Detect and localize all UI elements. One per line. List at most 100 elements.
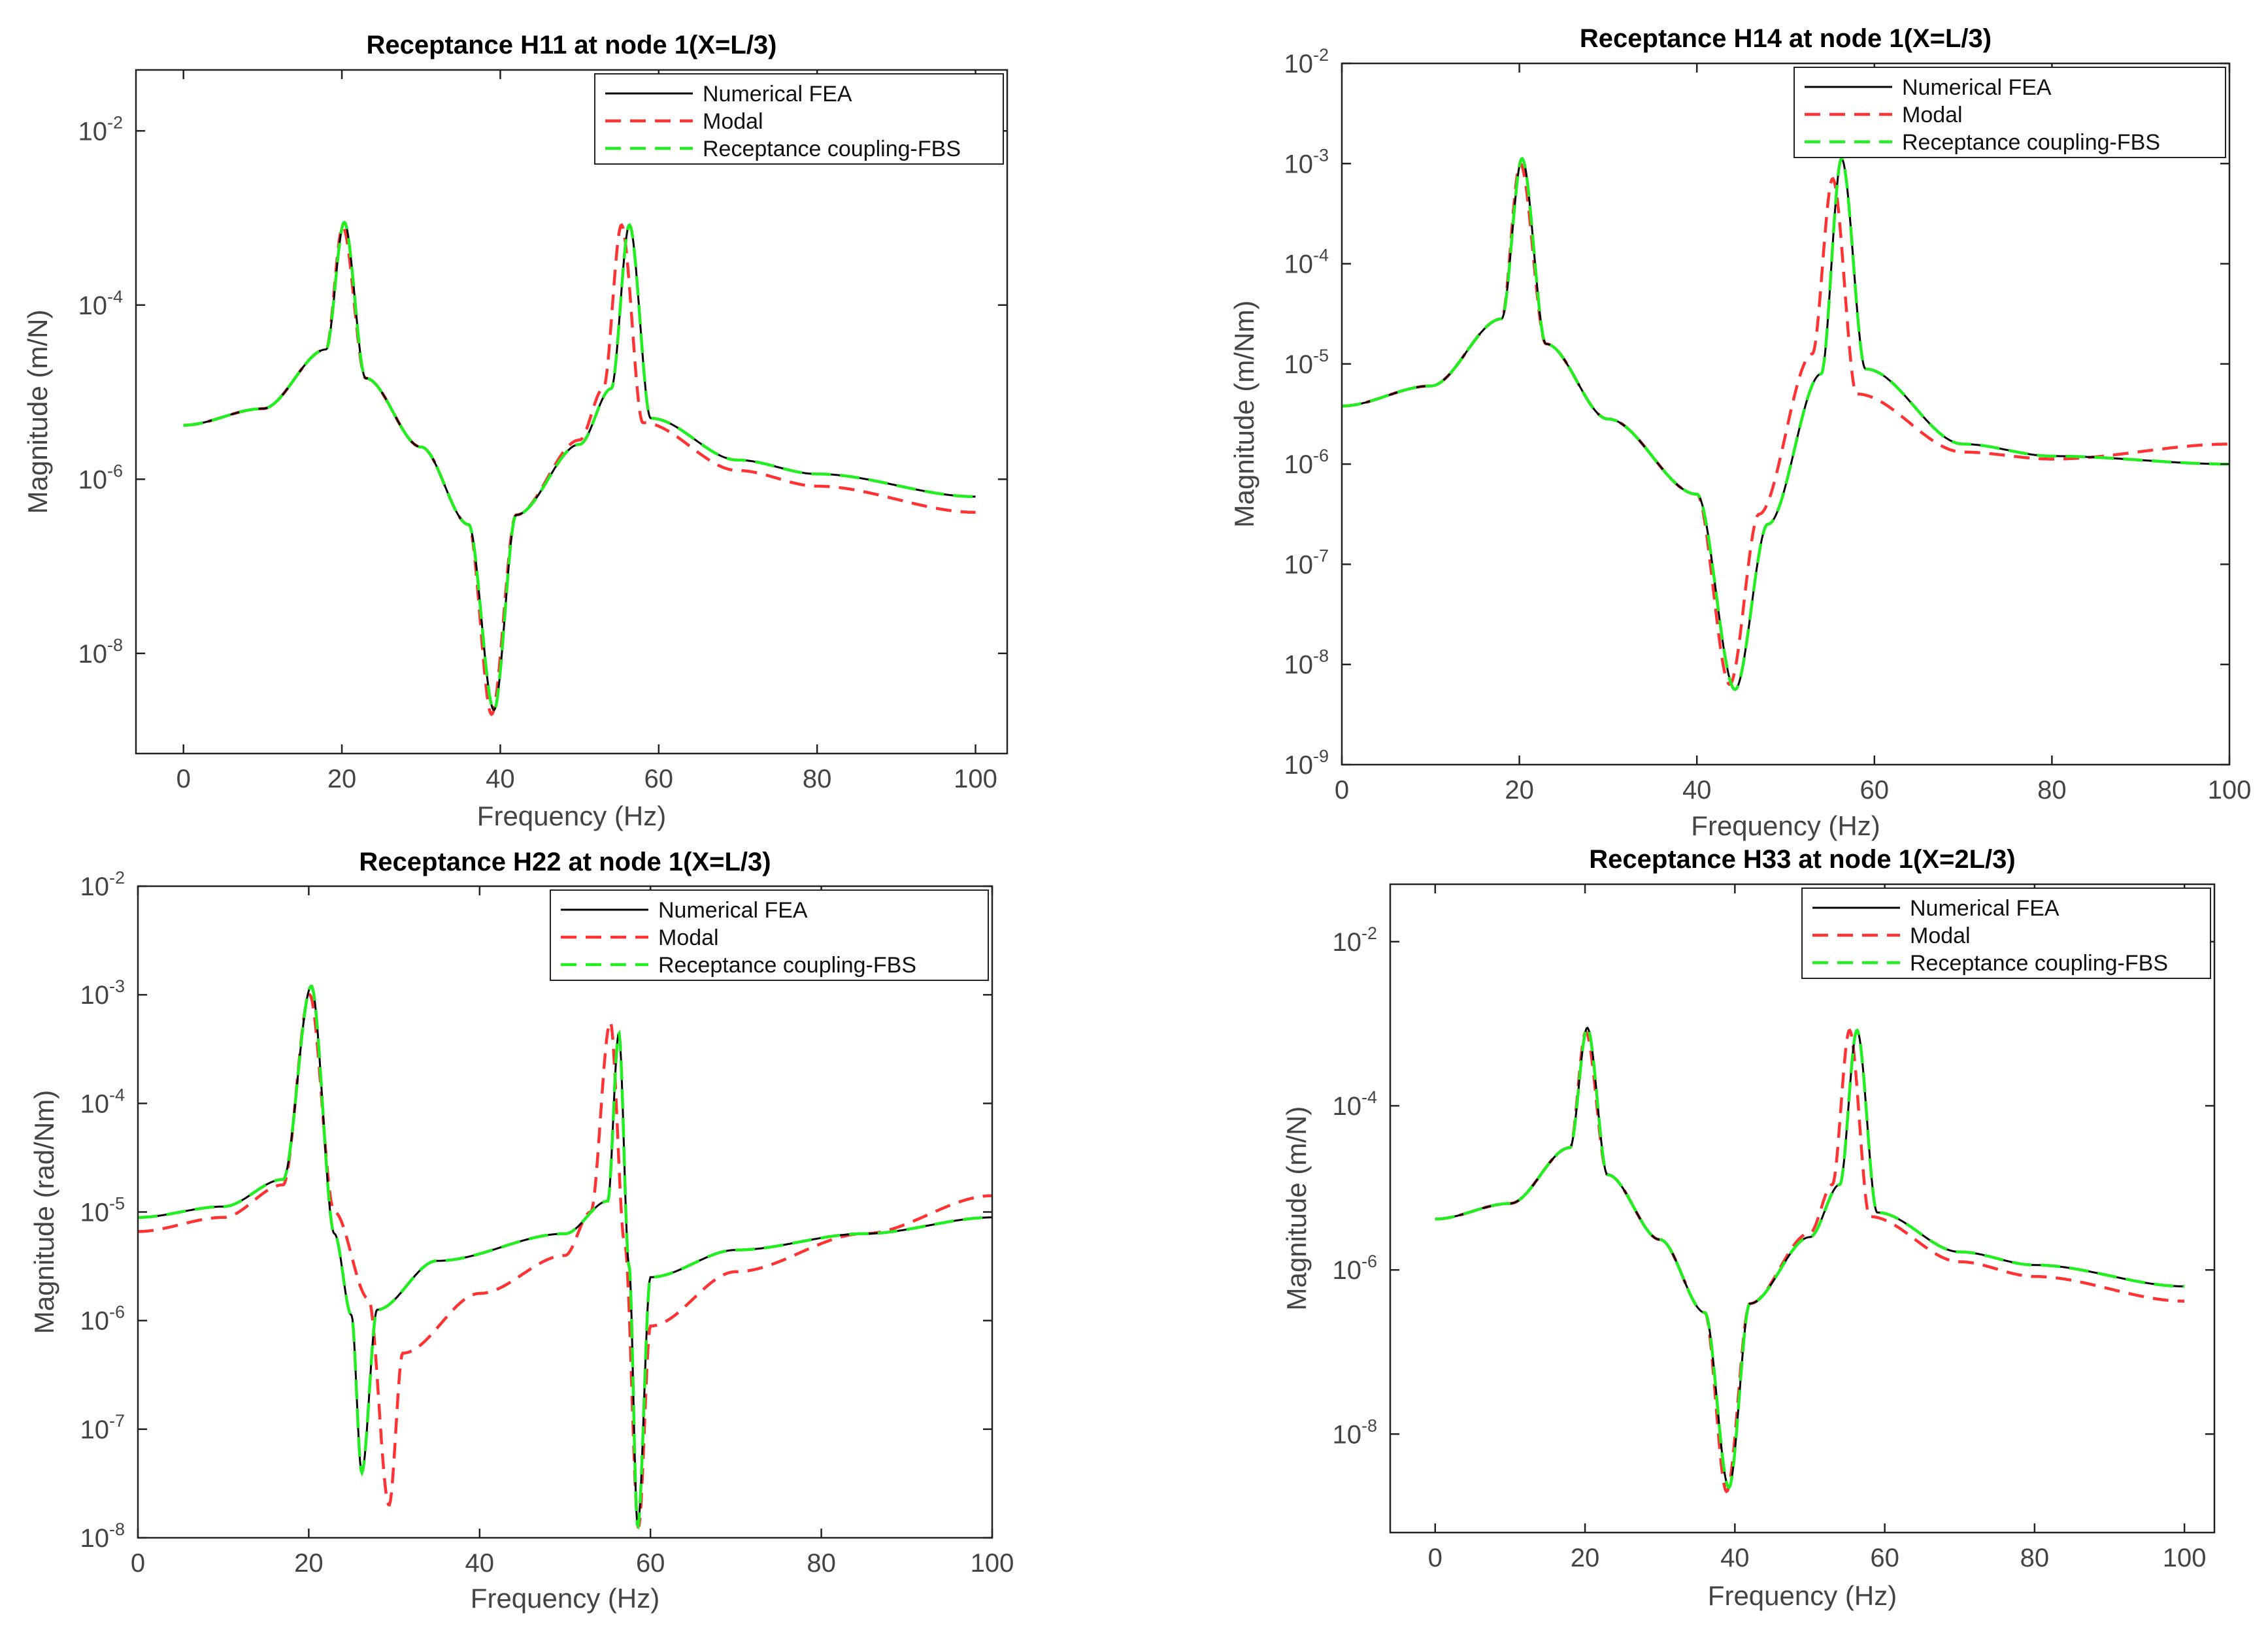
chart-panels: Receptance H11 at node 1(X=L/3) 0 20 40 60 80… [22, 24, 2251, 1614]
x-tick-label: 100 [971, 1549, 1014, 1578]
x-tick-label: 40 [1720, 1544, 1750, 1572]
x-tick-label: 40 [465, 1549, 495, 1578]
legend-label: Numerical FEA [658, 898, 808, 923]
y-tick-label: 10-2 [80, 868, 125, 901]
y-tick-label: 10-5 [80, 1194, 125, 1227]
x-tick-label: 0 [1428, 1544, 1443, 1572]
series-line-receptance-coupling-fbs [138, 984, 992, 1530]
legend-label: Modal [658, 925, 719, 950]
x-tick-label: 100 [2163, 1544, 2207, 1572]
series-group [138, 984, 992, 1530]
y-tick-label: 10-6 [1332, 1252, 1377, 1285]
series-line-receptance-coupling-fbs [183, 220, 976, 712]
y-tick-label: 10-2 [1284, 45, 1329, 78]
x-tick-label: 100 [2208, 776, 2252, 805]
axes-box [137, 885, 993, 1539]
axes-box [1389, 883, 2216, 1534]
series-group [1342, 156, 2229, 691]
legend-label: Modal [703, 109, 763, 134]
chart-title: Receptance H33 at node 1(X=2L/3) [1589, 845, 2015, 874]
y-tick-label: 10-8 [1332, 1416, 1377, 1449]
chart-title: Receptance H22 at node 1(X=L/3) [359, 848, 771, 876]
x-tick-label: 60 [644, 765, 674, 793]
x-tick-label: 20 [1571, 1544, 1600, 1572]
x-tick-label: 20 [1505, 776, 1534, 805]
legend-label: Receptance coupling-FBS [1902, 130, 2160, 155]
chart-panel: Receptance H33 at node 1(X=2L/3) 0 20 40 60 8… [1281, 845, 2216, 1611]
series-line-modal [138, 993, 992, 1529]
x-tick-label: 60 [1870, 1544, 1899, 1572]
axes-box [1341, 62, 2231, 766]
y-tick-label: 10-8 [78, 635, 123, 669]
y-axis-label: Magnitude (rad/Nm) [29, 1090, 59, 1334]
legend-label: Numerical FEA [1902, 75, 2052, 100]
legend-label: Receptance coupling-FBS [658, 953, 916, 978]
legend-label: Modal [1910, 923, 1971, 948]
x-tick-label: 60 [636, 1549, 665, 1578]
x-tick-label: 20 [327, 765, 357, 793]
y-tick-label: 10-4 [80, 1085, 125, 1118]
series-line-numerical-fea [1342, 157, 2229, 691]
chart-panel: Receptance H14 at node 1(X=L/3) 0 20 40 60 80… [1229, 24, 2251, 841]
y-tick-label: 10-7 [1284, 546, 1329, 579]
series-line-numerical-fea [1435, 1026, 2185, 1489]
x-tick-label: 40 [1682, 776, 1712, 805]
x-tick-label: 40 [486, 765, 515, 793]
y-tick-label: 10-4 [78, 287, 123, 320]
series-group [1435, 1025, 2185, 1494]
legend-label: Numerical FEA [703, 82, 852, 107]
legend: Numerical FEA Modal Receptance coupling-FB… [1793, 67, 2226, 158]
y-axis-label: Magnitude (m/N) [1281, 1106, 1312, 1311]
y-tick-label: 10-8 [1284, 646, 1329, 680]
y-tick-label: 10-7 [80, 1411, 125, 1444]
y-tick-label: 10-6 [80, 1302, 125, 1336]
x-axis-label: Frequency (Hz) [1691, 810, 1880, 841]
y-tick-label: 10-3 [1284, 145, 1329, 178]
x-axis-label: Frequency (Hz) [477, 801, 666, 831]
y-tick-label: 10-5 [1284, 346, 1329, 379]
legend-label: Receptance coupling-FBS [1910, 951, 2168, 976]
x-tick-label: 100 [954, 765, 997, 793]
y-tick-label: 10-6 [1284, 446, 1329, 479]
series-line-numerical-fea [183, 221, 976, 712]
y-tick-label: 10-4 [1284, 246, 1329, 279]
x-tick-label: 80 [2020, 1544, 2050, 1572]
x-tick-label: 20 [294, 1549, 324, 1578]
series-group [183, 220, 976, 716]
y-axis-label: Magnitude (m/Nm) [1229, 301, 1259, 528]
x-axis-label: Frequency (Hz) [471, 1583, 659, 1614]
series-line-receptance-coupling-fbs [1435, 1025, 2185, 1489]
chart-title: Receptance H11 at node 1(X=L/3) [366, 31, 776, 59]
series-line-modal [183, 223, 976, 716]
chart-panel: Receptance H22 at node 1(X=L/3) 0 20 40 60 80… [29, 848, 1014, 1614]
x-tick-label: 0 [1335, 776, 1349, 805]
y-tick-label: 10-6 [78, 461, 123, 494]
x-axis-label: Frequency (Hz) [1708, 1580, 1897, 1611]
x-tick-label: 0 [131, 1549, 145, 1578]
x-tick-label: 80 [803, 765, 832, 793]
series-line-receptance-coupling-fbs [1342, 156, 2229, 691]
x-tick-label: 80 [807, 1549, 836, 1578]
y-tick-label: 10-9 [1284, 746, 1329, 780]
y-tick-label: 10-8 [80, 1519, 125, 1553]
x-tick-label: 80 [2037, 776, 2067, 805]
chart-panel: Receptance H11 at node 1(X=L/3) 0 20 40 60 80… [22, 31, 1009, 831]
series-line-modal [1435, 1028, 2185, 1494]
series-line-modal [1342, 161, 2229, 686]
y-tick-label: 10-2 [78, 112, 123, 146]
chart-title: Receptance H14 at node 1(X=L/3) [1580, 24, 1992, 53]
y-tick-label: 10-2 [1332, 923, 1377, 957]
legend-label: Receptance coupling-FBS [703, 137, 961, 161]
axes-box [135, 69, 1009, 755]
y-tick-label: 10-4 [1332, 1087, 1377, 1121]
y-tick-label: 10-3 [80, 976, 125, 1010]
legend-label: Modal [1902, 103, 1963, 127]
y-axis-label: Magnitude (m/N) [22, 310, 53, 514]
x-tick-label: 60 [1860, 776, 1890, 805]
x-tick-label: 0 [176, 765, 191, 793]
legend-label: Numerical FEA [1910, 896, 2060, 921]
